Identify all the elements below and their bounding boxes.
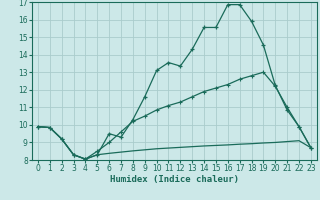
X-axis label: Humidex (Indice chaleur): Humidex (Indice chaleur) bbox=[110, 175, 239, 184]
